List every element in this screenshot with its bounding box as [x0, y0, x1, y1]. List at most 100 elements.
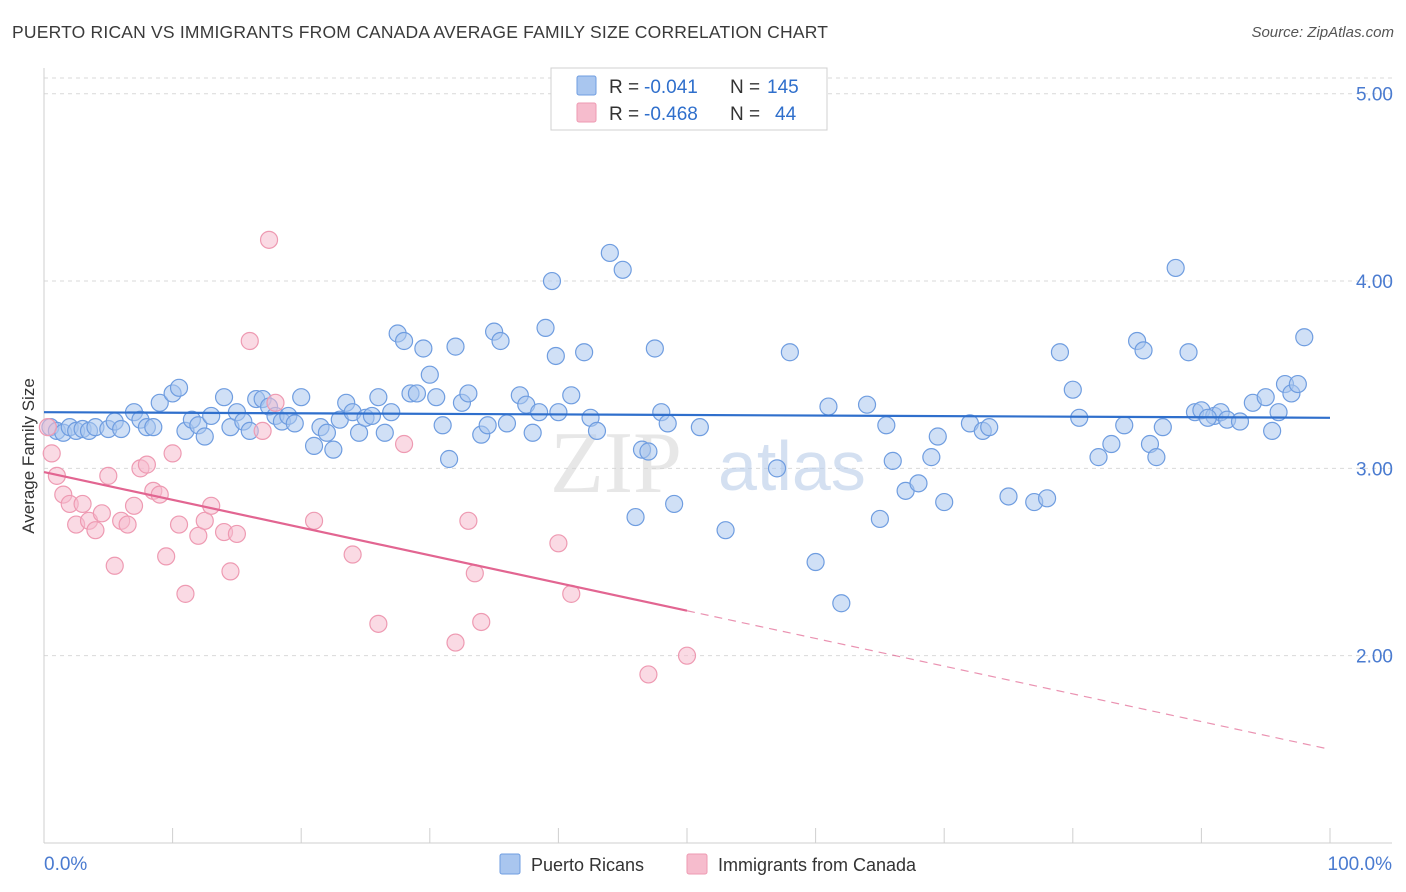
data-point-puerto-ricans [382, 403, 401, 422]
grid-lines [44, 77, 1392, 657]
data-point-puerto-ricans [832, 594, 851, 613]
data-point-puerto-ricans [439, 449, 459, 469]
data-point-immigrants-from-canada [163, 444, 182, 463]
data-point-puerto-ricans [909, 474, 928, 493]
data-point-puerto-ricans [999, 487, 1018, 506]
data-point-immigrants-from-canada [118, 515, 137, 534]
data-point-puerto-ricans [202, 406, 221, 426]
data-point-puerto-ricans [928, 427, 947, 446]
data-point-puerto-ricans [1295, 328, 1314, 347]
data-point-puerto-ricans [1166, 258, 1185, 278]
data-point-puerto-ricans [549, 403, 568, 422]
data-point-puerto-ricans [362, 406, 382, 426]
data-point-immigrants-from-canada [99, 466, 118, 485]
data-point-puerto-ricans [1230, 412, 1250, 431]
data-point-puerto-ricans [459, 384, 478, 403]
legend-r-label-2: R = [609, 104, 639, 125]
y-tick-label: 2.00 [1356, 647, 1393, 668]
data-point-puerto-ricans [112, 419, 131, 439]
data-point-puerto-ricans [1115, 416, 1134, 435]
x-tick-label-min: 0.0% [44, 854, 87, 875]
data-point-puerto-ricans [523, 423, 542, 442]
series-immigrants-from-canada [38, 230, 697, 684]
data-point-immigrants-from-canada [459, 511, 478, 530]
watermark-atlas: atlas [718, 427, 866, 505]
data-point-immigrants-from-canada [677, 646, 697, 665]
data-point-puerto-ricans [1063, 380, 1082, 399]
data-point-puerto-ricans [922, 448, 941, 467]
bottom-legend-swatch-immigrants-from-canada [686, 853, 708, 875]
data-point-immigrants-from-canada [259, 230, 279, 249]
data-point-puerto-ricans [542, 271, 562, 291]
data-point-puerto-ricans [546, 346, 565, 366]
watermark-zip: ZIP [550, 415, 682, 512]
data-point-immigrants-from-canada [266, 393, 285, 412]
data-point-puerto-ricans [304, 436, 324, 455]
data-point-immigrants-from-canada [124, 496, 144, 515]
data-point-puerto-ricans [575, 343, 594, 362]
data-point-puerto-ricans [292, 388, 311, 407]
data-point-puerto-ricans [1089, 448, 1108, 467]
legend: R = -0.041 N = 145 R = -0.468 N = 44 [550, 67, 828, 131]
data-point-immigrants-from-canada [157, 547, 176, 566]
data-point-immigrants-from-canada [195, 511, 214, 530]
legend-r-value-2: -0.468 [644, 104, 698, 125]
data-point-immigrants-from-canada [472, 612, 491, 632]
data-point-immigrants-from-canada [92, 504, 111, 523]
data-point-immigrants-from-canada [394, 434, 414, 454]
data-point-puerto-ricans [1102, 434, 1121, 454]
data-point-immigrants-from-canada [150, 485, 169, 504]
data-point-puerto-ricans [716, 521, 735, 540]
data-point-puerto-ricans [883, 451, 902, 470]
legend-box [550, 67, 828, 131]
data-point-puerto-ricans [600, 243, 619, 263]
data-point-immigrants-from-canada [253, 421, 272, 441]
data-point-immigrants-from-canada [86, 521, 105, 540]
data-point-puerto-ricans [658, 414, 677, 433]
y-tick-label: 3.00 [1356, 459, 1393, 480]
data-point-puerto-ricans [626, 507, 645, 527]
y-tick-label: 5.00 [1356, 85, 1393, 106]
data-point-immigrants-from-canada [369, 614, 388, 633]
data-point-immigrants-from-canada [343, 545, 362, 564]
data-point-puerto-ricans [806, 552, 825, 572]
trend-line-immigrants-from-canada [43, 471, 688, 612]
y-axis-title: Average Family Size [19, 378, 38, 534]
y-tick-labels: 2.00 3.00 4.00 5.00 [1356, 85, 1393, 668]
bottom-legend-label-puerto-ricans: Puerto Ricans [531, 855, 644, 875]
data-point-immigrants-from-canada [240, 331, 259, 351]
bottom-legend-swatch-puerto-ricans [499, 853, 521, 875]
data-point-puerto-ricans [324, 440, 343, 459]
data-point-puerto-ricans [214, 388, 234, 407]
data-point-puerto-ricans [870, 509, 890, 529]
data-point-puerto-ricans [536, 318, 555, 337]
data-point-puerto-ricans [478, 416, 497, 435]
data-point-puerto-ricans [407, 384, 427, 403]
data-point-puerto-ricans [877, 416, 896, 435]
data-point-puerto-ricans [1269, 403, 1288, 422]
legend-n-value-2: 44 [775, 104, 797, 125]
y-tick-label: 4.00 [1356, 272, 1393, 293]
bottom-legend: Puerto Ricans Immigrants from Canada [499, 853, 917, 875]
data-point-puerto-ricans [285, 414, 304, 433]
trend-lines [43, 411, 1331, 750]
data-point-immigrants-from-canada [189, 526, 208, 545]
data-point-immigrants-from-canada [176, 584, 195, 603]
data-point-puerto-ricans [375, 423, 394, 442]
data-point-puerto-ricans [857, 395, 877, 414]
trend-line-puerto-ricans [43, 411, 1331, 419]
legend-swatch-puerto-ricans [576, 75, 597, 96]
data-point-immigrants-from-canada [105, 556, 124, 575]
data-point-puerto-ricans [530, 403, 549, 422]
data-point-puerto-ricans [1263, 421, 1282, 441]
bottom-legend-label-immigrants-from-canada: Immigrants from Canada [718, 855, 917, 875]
source-label: Source: ZipAtlas.com [1251, 24, 1394, 41]
data-point-puerto-ricans [613, 260, 632, 279]
data-point-puerto-ricans [690, 418, 709, 437]
data-point-puerto-ricans [1288, 374, 1307, 394]
data-point-puerto-ricans [1179, 343, 1198, 362]
data-point-puerto-ricans [1050, 343, 1070, 362]
data-point-puerto-ricans [1256, 388, 1275, 407]
legend-n-label-2: N = [730, 104, 760, 125]
